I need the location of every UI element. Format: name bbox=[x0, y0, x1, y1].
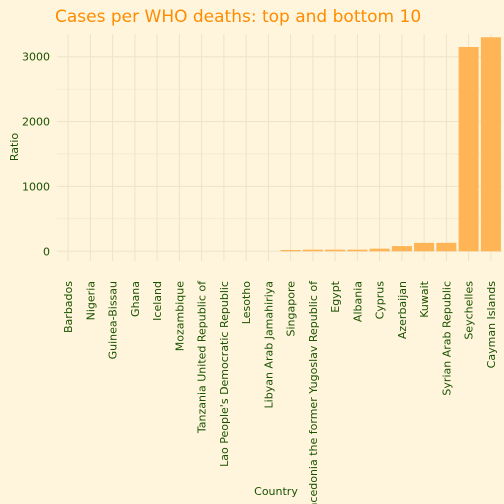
bar bbox=[325, 249, 346, 252]
x-tick-label: Kuwait bbox=[418, 280, 431, 317]
bar bbox=[391, 246, 412, 252]
bar bbox=[436, 242, 457, 252]
x-tick-label: Ghana bbox=[129, 281, 142, 317]
x-tick-label: Cayman Islands bbox=[485, 281, 498, 369]
x-tick-label: Lesotho bbox=[240, 281, 253, 324]
bar bbox=[480, 37, 501, 252]
x-tick-label: Lao People's Democratic Republic bbox=[218, 281, 231, 467]
bar bbox=[414, 242, 435, 252]
grid-layer bbox=[57, 34, 502, 261]
y-tick-label: 0 bbox=[43, 245, 50, 258]
x-tick-label: Azerbaijan bbox=[396, 281, 409, 339]
bar bbox=[347, 249, 368, 252]
y-axis-title: Ratio bbox=[8, 133, 21, 162]
x-tick-label: Macedonia the former Yugoslav Republic o… bbox=[307, 280, 320, 504]
bar-layer bbox=[280, 37, 501, 252]
bar bbox=[369, 248, 390, 252]
bar bbox=[302, 249, 323, 252]
x-tick-label: Iceland bbox=[151, 281, 164, 321]
y-tick-label: 1000 bbox=[22, 180, 50, 193]
x-tick-label: Nigeria bbox=[84, 281, 97, 320]
x-tick-label: Seychelles bbox=[463, 281, 476, 340]
x-tick-label: Libyan Arab Jamahiriya bbox=[262, 281, 275, 408]
x-tick-label: Egypt bbox=[329, 280, 342, 312]
x-tick-label: Guinea-Bissau bbox=[107, 281, 120, 359]
x-tick-label: Tanzania United Republic of bbox=[196, 280, 209, 434]
y-tick-label: 2000 bbox=[22, 116, 50, 129]
chart-title: Cases per WHO deaths: top and bottom 10 bbox=[55, 7, 421, 27]
x-tick-label: Syrian Arab Republic bbox=[440, 281, 453, 396]
y-tick-label: 3000 bbox=[22, 51, 50, 64]
x-tick-label: Barbados bbox=[62, 281, 75, 333]
x-tick-label: Cyprus bbox=[374, 281, 387, 320]
x-tick-label: Mozambique bbox=[173, 281, 186, 351]
x-tick-label: Singapore bbox=[285, 281, 298, 337]
bar bbox=[458, 46, 479, 252]
x-axis-title: Country bbox=[254, 485, 298, 498]
bar bbox=[280, 249, 301, 252]
tick-layer: 0 1000 2000 3000 Barbados Nigeria Guinea-Bissa… bbox=[22, 51, 498, 504]
x-tick-label: Albania bbox=[351, 281, 364, 322]
